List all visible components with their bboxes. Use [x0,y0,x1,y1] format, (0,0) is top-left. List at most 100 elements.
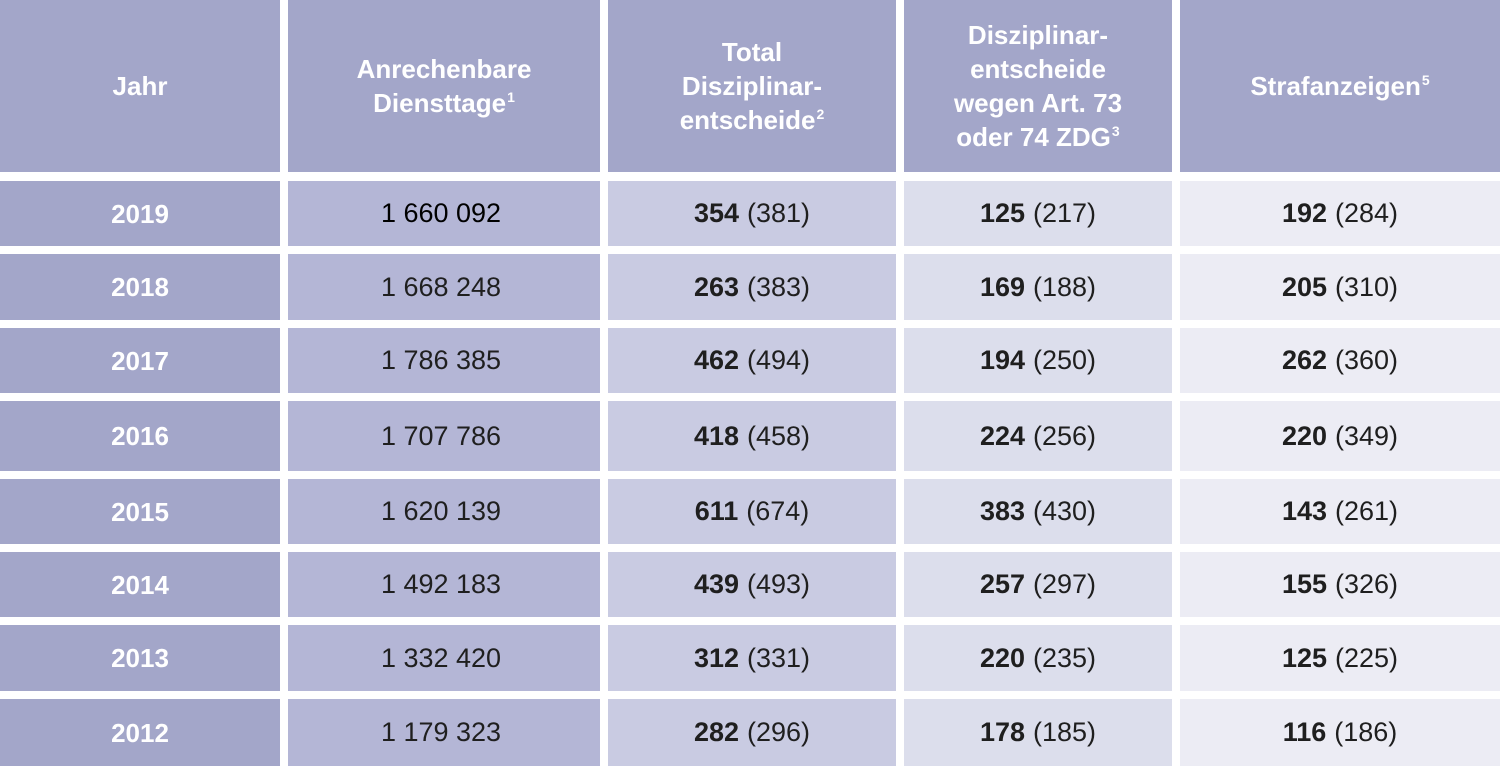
straf-value: 125 [1281,642,1328,673]
table-cell-total: 312 (331) [608,625,896,691]
straf-prev-value: (284) [1335,198,1399,228]
total-prev-value: (493) [747,569,811,599]
table-cell-total: 611 (674) [608,479,896,544]
art-value: 194 [979,345,1026,375]
footnote-marker-5: 5 [1421,72,1430,89]
table-cell-art: 224 (256) [904,401,1172,471]
header-total: Total Disziplinar- entscheide2 [608,0,896,172]
header-diensttage-line-2: Diensttage [373,88,507,118]
total-prev-value: (674) [746,496,810,526]
header-art: Disziplinar- entscheide wegen Art. 73 od… [904,0,1172,172]
table-cell-diensttage: 1 620 139 [288,479,600,544]
table-cell-straf: 205 (310) [1180,254,1500,320]
footnote-marker-2: 2 [816,106,825,123]
art-value: 224 [979,420,1026,451]
straf-prev-value: (360) [1335,345,1399,375]
header-art-line-2: entscheide [970,54,1106,84]
table-cell-straf: 220 (349) [1180,401,1500,471]
art-prev-value: (188) [1033,271,1097,302]
straf-value: 205 [1281,271,1328,302]
header-straf-label: Strafanzeigen [1250,71,1421,101]
table-row-year: 2015 [0,479,280,544]
art-value: 257 [979,569,1026,599]
straf-prev-value: (349) [1335,420,1399,451]
art-value: 220 [979,642,1026,673]
table-cell-diensttage: 1 332 420 [288,625,600,691]
total-prev-value: (383) [747,271,811,302]
art-value: 383 [979,496,1026,526]
table-row-year: 2018 [0,254,280,320]
straf-value: 155 [1281,569,1328,599]
total-value: 312 [693,642,740,673]
table-cell-straf: 192 (284) [1180,181,1500,246]
straf-value: 192 [1281,198,1328,228]
total-value: 418 [693,420,740,451]
table-cell-total: 354 (381) [608,181,896,246]
art-prev-value: (297) [1033,569,1097,599]
header-total-line-3-wrap: entscheide2 [680,103,825,137]
header-total-line-2: Disziplinar- [681,71,823,101]
art-prev-value: (256) [1033,420,1097,451]
table-cell-diensttage: 1 179 323 [288,699,600,766]
footnote-marker-3: 3 [1111,123,1120,140]
table-cell-diensttage: 1 492 183 [288,552,600,617]
table-cell-diensttage: 1 786 385 [288,328,600,393]
header-diensttage-line-2-wrap: Diensttage1 [373,86,515,120]
table-cell-total: 439 (493) [608,552,896,617]
total-prev-value: (458) [747,420,811,451]
header-total-line-3: entscheide [679,105,816,135]
table-cell-art: 125 (217) [904,181,1172,246]
header-total-line-1: Total [721,37,783,67]
art-prev-value: (430) [1033,496,1097,526]
total-prev-value: (381) [747,198,811,228]
straf-prev-value: (326) [1335,569,1399,599]
art-prev-value: (250) [1033,345,1097,375]
table-cell-straf: 262 (360) [1180,328,1500,393]
table-row-year: 2012 [0,699,280,766]
table-cell-art: 194 (250) [904,328,1172,393]
table-cell-total: 282 (296) [608,699,896,766]
header-straf: Strafanzeigen5 [1180,0,1500,172]
table-cell-straf: 116 (186) [1180,699,1500,766]
art-prev-value: (185) [1033,717,1097,747]
table-cell-straf: 125 (225) [1180,625,1500,691]
total-prev-value: (331) [747,642,811,673]
table-cell-straf: 155 (326) [1180,552,1500,617]
table-row-year: 2019 [0,181,280,246]
table-cell-total: 418 (458) [608,401,896,471]
footnote-marker-1: 1 [507,89,515,106]
straf-value: 143 [1281,496,1328,526]
header-jahr: Jahr [0,0,280,172]
straf-value: 220 [1281,420,1328,451]
art-value: 178 [979,717,1026,747]
straf-value: 262 [1281,345,1328,375]
straf-prev-value: (186) [1334,717,1398,747]
header-art-line-1: Disziplinar- [967,20,1109,50]
straf-prev-value: (310) [1335,271,1399,302]
header-diensttage: Anrechenbare Diensttage1 [288,0,600,172]
table-cell-art: 169 (188) [904,254,1172,320]
art-prev-value: (217) [1033,198,1097,228]
header-art-line-3: wegen Art. 73 [953,88,1123,118]
art-value: 125 [979,198,1026,228]
table-row-year: 2017 [0,328,280,393]
table-cell-diensttage: 1 707 786 [288,401,600,471]
table-cell-diensttage: 1 668 248 [288,254,600,320]
header-jahr-label: Jahr [112,71,168,101]
table-cell-total: 263 (383) [608,254,896,320]
table-cell-straf: 143 (261) [1180,479,1500,544]
header-art-line-4: oder 74 ZDG [956,122,1111,152]
table-row-year: 2014 [0,552,280,617]
table-cell-total: 462 (494) [608,328,896,393]
total-prev-value: (494) [747,345,811,375]
straf-value: 116 [1282,717,1327,747]
header-diensttage-line-1: Anrechenbare [356,54,532,84]
table-cell-art: 383 (430) [904,479,1172,544]
art-prev-value: (235) [1033,642,1097,673]
total-value: 354 [693,198,740,228]
total-prev-value: (296) [747,717,811,747]
straf-prev-value: (225) [1335,642,1399,673]
table-cell-art: 257 (297) [904,552,1172,617]
table-row-year: 2013 [0,625,280,691]
total-value: 611 [694,496,739,526]
